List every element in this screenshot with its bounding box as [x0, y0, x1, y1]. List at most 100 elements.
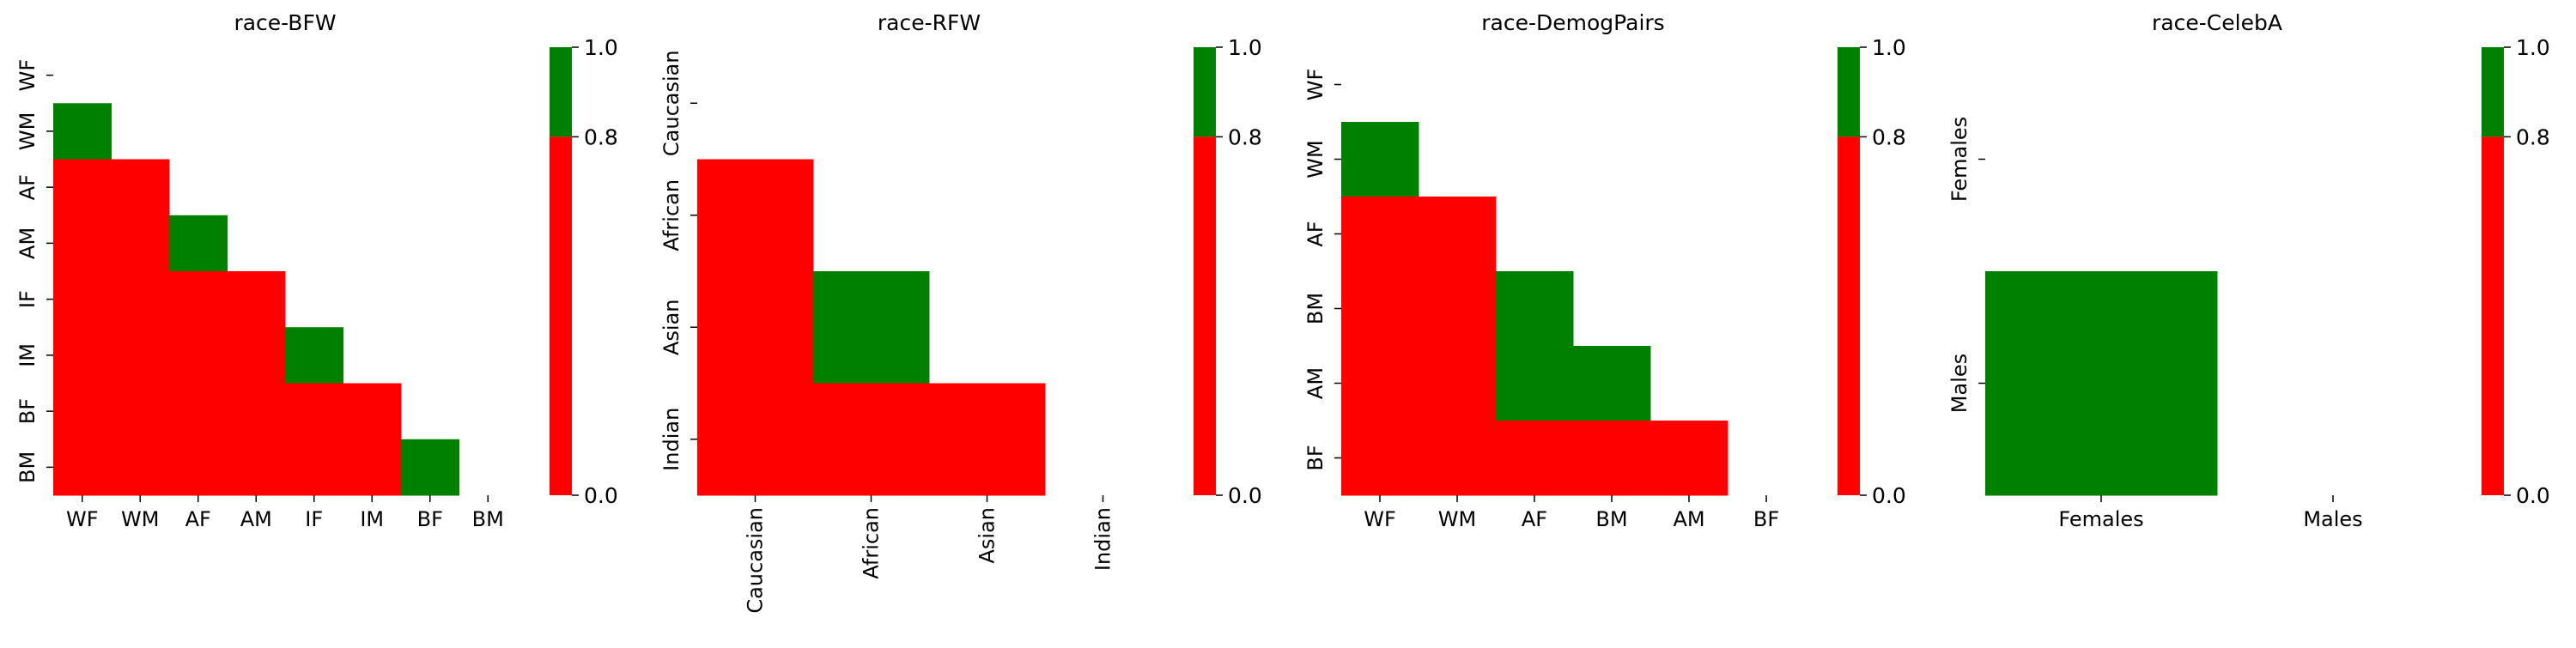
heatmap-cell — [1496, 421, 1574, 496]
heatmap-panel: race-CelebA Females Males Females Males 0.0 0.… — [1947, 10, 2550, 531]
heatmap-cell — [111, 271, 170, 328]
heatmap-cell — [53, 103, 112, 160]
colorbar-upper-segment — [1838, 47, 1860, 137]
y-tick-label: WF — [15, 59, 39, 92]
heatmap-cell — [697, 383, 814, 496]
x-tick-label: Indian — [1091, 507, 1115, 571]
y-tick-label: Females — [1947, 117, 1971, 202]
colorbar-tick-label: 0.0 — [584, 483, 618, 508]
colorbar-tick-label: 0.8 — [2516, 124, 2550, 149]
y-tick-label: WM — [15, 112, 39, 150]
colorbar-lower-segment — [1838, 136, 1860, 495]
heatmap-cell — [285, 383, 343, 440]
heatmap-cell — [285, 327, 343, 384]
heatmap-cell — [169, 383, 228, 440]
colorbar-tick-label: 1.0 — [584, 35, 618, 60]
colorbar-tick-label: 0.0 — [1228, 483, 1262, 508]
heatmap-cell — [169, 327, 228, 384]
x-tick-label: African — [860, 507, 884, 579]
heatmap-cell — [169, 271, 228, 328]
colorbar-tick-label: 0.0 — [2516, 483, 2550, 508]
colorbar-tick-label: 0.8 — [1872, 124, 1906, 149]
heatmap-cell — [169, 215, 228, 272]
panel-title: race-CelebA — [2152, 10, 2282, 35]
x-tick-label: BF — [417, 507, 443, 531]
heatmap-cell — [227, 271, 286, 328]
x-tick-label: BM — [472, 507, 504, 531]
x-tick-label: WM — [1438, 507, 1476, 531]
y-tick-label: WM — [1303, 140, 1327, 178]
heatmap-cell — [285, 439, 343, 496]
x-tick-label: AM — [240, 507, 272, 531]
x-tick-label: AM — [1673, 507, 1704, 531]
colorbar-lower-segment — [2482, 136, 2504, 495]
heatmap-cell — [343, 383, 402, 440]
heatmap-cell — [1573, 346, 1651, 421]
heatmap-panel: race-DemogPairs WF WM AF BM AM BF WF WM AF BM AM BF 0… — [1303, 10, 1906, 531]
x-tick-label: WM — [121, 507, 159, 531]
y-tick-label: BM — [1303, 293, 1327, 324]
x-tick-label: WF — [1364, 507, 1396, 531]
colorbar-upper-segment — [550, 47, 572, 137]
y-tick-label: Caucasian — [659, 50, 683, 156]
heatmap-cell — [111, 383, 170, 440]
heatmap-cell — [697, 159, 814, 272]
heatmap-cell — [53, 159, 112, 216]
y-tick-label: BF — [15, 398, 39, 424]
heatmap-cell — [53, 327, 112, 384]
y-tick-label: Indian — [659, 408, 683, 471]
x-tick-label: BF — [1753, 507, 1779, 531]
y-tick-label: AM — [15, 227, 39, 259]
colorbar-tick-label: 0.8 — [584, 124, 618, 149]
colorbar-tick-label: 0.8 — [1228, 124, 1262, 149]
heatmap-cell — [401, 439, 459, 496]
y-tick-label: IM — [15, 343, 39, 367]
heatmap-cell — [111, 159, 170, 216]
heatmap-cell — [169, 439, 228, 496]
heatmap-cell — [1419, 271, 1497, 347]
heatmap-cell — [53, 215, 112, 272]
colorbar-tick-label: 0.0 — [1872, 483, 1906, 508]
heatmap-cell — [227, 327, 286, 384]
heatmap-cell — [813, 383, 930, 496]
heatmap-cell — [343, 439, 402, 496]
x-tick-label: AF — [1522, 507, 1547, 531]
x-tick-label: Asian — [975, 507, 999, 564]
colorbar-upper-segment — [1194, 47, 1216, 137]
panel-title: race-DemogPairs — [1481, 10, 1664, 35]
heatmap-cell — [53, 383, 112, 440]
heatmap-cell — [1985, 271, 2218, 496]
heatmap-cell — [929, 383, 1046, 496]
x-tick-label: WF — [66, 507, 99, 531]
heatmap-cell — [53, 271, 112, 328]
y-tick-label: African — [659, 179, 683, 251]
heatmap-cell — [1496, 271, 1574, 347]
y-tick-label: AF — [15, 174, 39, 200]
y-tick-label: BF — [1303, 445, 1327, 470]
heatmap-cell — [1650, 421, 1728, 496]
y-tick-label: IF — [15, 290, 39, 308]
y-tick-label: BM — [15, 451, 39, 483]
colorbar-tick-label: 1.0 — [1872, 35, 1906, 60]
colorbar-upper-segment — [2482, 47, 2504, 137]
colorbar-tick-label: 1.0 — [2516, 35, 2550, 60]
heatmap-cell — [1419, 346, 1497, 421]
heatmap-cell — [697, 271, 814, 384]
heatmap-cell — [111, 327, 170, 384]
panel-title: race-RFW — [878, 10, 981, 35]
heatmap-cell — [1341, 271, 1419, 347]
x-tick-label: BM — [1595, 507, 1627, 531]
x-tick-label: Males — [2303, 507, 2362, 531]
x-tick-label: IM — [360, 507, 384, 531]
heatmap-cell — [1341, 197, 1419, 272]
x-tick-label: IF — [305, 507, 323, 531]
heatmap-cell — [227, 439, 286, 496]
y-tick-label: WF — [1303, 69, 1327, 101]
y-tick-label: Males — [1947, 354, 1971, 413]
y-tick-label: AF — [1303, 221, 1327, 246]
heatmap-cell — [111, 439, 170, 496]
heatmap-cell — [813, 271, 930, 384]
y-tick-label: AM — [1303, 367, 1327, 399]
